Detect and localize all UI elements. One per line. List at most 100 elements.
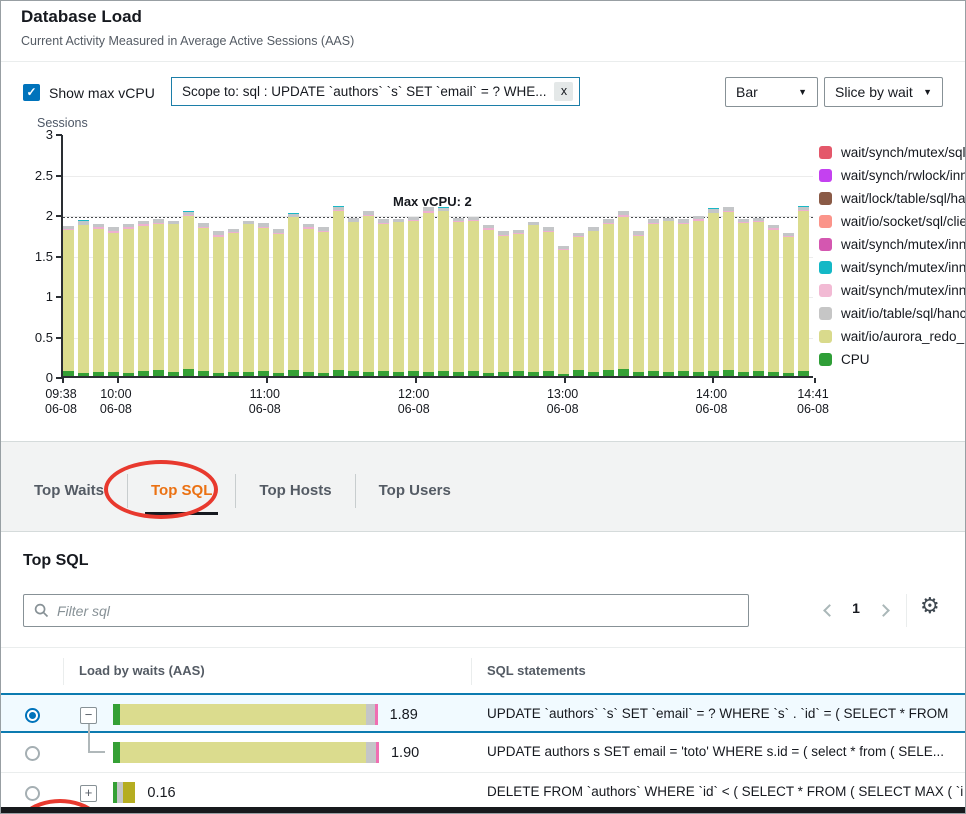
- chart-bar[interactable]: [618, 211, 630, 376]
- chart-bar[interactable]: [708, 208, 720, 376]
- tab-label: Top SQL: [151, 482, 213, 499]
- chart-bar[interactable]: [573, 233, 585, 376]
- scope-remove-icon[interactable]: x: [554, 82, 574, 101]
- chart-bar[interactable]: [108, 227, 120, 376]
- load-segment-cpu: [113, 782, 118, 803]
- chart-bar[interactable]: [558, 245, 570, 376]
- chart-bar[interactable]: [138, 220, 150, 376]
- tab-top-waits[interactable]: Top Waits: [11, 470, 127, 512]
- chart-bar[interactable]: [333, 205, 345, 376]
- row-radio-button[interactable]: [25, 708, 40, 723]
- chart-bar[interactable]: [423, 207, 435, 376]
- top-sql-table: Load by waits (AAS) SQL statements − 1.89…: [1, 647, 965, 813]
- x-tick-label: 14:41 06-08: [797, 387, 829, 416]
- legend-item[interactable]: wait/synch/mutex/inn: [819, 256, 965, 279]
- previous-page-icon[interactable]: [823, 604, 836, 617]
- chart-bar[interactable]: [288, 212, 300, 376]
- chart-bar[interactable]: [528, 221, 540, 376]
- chart-bar[interactable]: [723, 206, 735, 377]
- tab-top-sql[interactable]: Top SQL: [128, 470, 235, 515]
- page-number[interactable]: 1: [852, 600, 860, 616]
- slice-by-dropdown[interactable]: Slice by wait ▼: [824, 77, 943, 107]
- chart-bar[interactable]: [318, 227, 330, 376]
- chart-type-dropdown[interactable]: Bar ▼: [725, 77, 818, 107]
- chart-bar[interactable]: [153, 219, 165, 376]
- chart-bar[interactable]: [603, 219, 615, 376]
- x-tick-label: 12:00 06-08: [397, 387, 430, 416]
- chart-bar[interactable]: [693, 216, 705, 376]
- next-page-icon[interactable]: [877, 604, 890, 617]
- legend-item[interactable]: CPU: [819, 348, 965, 371]
- y-tick-label: 0: [45, 370, 53, 385]
- chart-bar[interactable]: [513, 229, 525, 376]
- x-tick-label: 13:00 06-08: [546, 387, 579, 416]
- chart-bar[interactable]: [258, 223, 270, 376]
- chart-bar[interactable]: [363, 210, 375, 376]
- row-radio-button[interactable]: [25, 746, 40, 761]
- legend-item[interactable]: wait/synch/mutex/inn: [819, 279, 965, 302]
- chart-bar[interactable]: [393, 218, 405, 376]
- chart-bar[interactable]: [633, 231, 645, 376]
- chart-bar[interactable]: [378, 219, 390, 376]
- chart-bar[interactable]: [213, 231, 225, 376]
- chart-bar[interactable]: [753, 217, 765, 376]
- tab-label: Top Waits: [34, 482, 104, 499]
- legend-swatch-icon: [819, 261, 832, 274]
- load-value: 1.89: [389, 706, 418, 723]
- x-tick: [116, 378, 119, 383]
- chevron-down-icon: ▼: [798, 87, 807, 97]
- tab-top-hosts[interactable]: Top Hosts: [236, 470, 354, 512]
- tab-strip: Top Waits Top SQL Top Hosts Top Users: [1, 442, 965, 531]
- chart-bar[interactable]: [588, 227, 600, 376]
- chart-bar[interactable]: [678, 219, 690, 376]
- legend-item[interactable]: wait/lock/table/sql/ha: [819, 187, 965, 210]
- chart-bar[interactable]: [543, 227, 555, 376]
- chart-bar[interactable]: [348, 217, 360, 376]
- chart-bar[interactable]: [783, 233, 795, 376]
- legend-item[interactable]: wait/io/aurora_redo_lo: [819, 325, 965, 348]
- chart-bar[interactable]: [738, 218, 750, 376]
- chart-bar[interactable]: [408, 216, 420, 376]
- chart-bar[interactable]: [483, 224, 495, 376]
- load-segment-cpu: [113, 742, 120, 763]
- chart-bar[interactable]: [768, 224, 780, 376]
- row-radio-button[interactable]: [25, 786, 40, 801]
- legend-item[interactable]: wait/synch/rwlock/inn: [819, 164, 965, 187]
- legend-item[interactable]: wait/synch/mutex/sql/: [819, 141, 965, 164]
- expand-icon[interactable]: +: [80, 785, 97, 802]
- chart-bar[interactable]: [498, 231, 510, 376]
- legend-item[interactable]: wait/io/socket/sql/clie: [819, 210, 965, 233]
- tab-top-users[interactable]: Top Users: [356, 470, 474, 512]
- chart-bar[interactable]: [63, 225, 75, 376]
- show-max-vcpu-checkbox[interactable]: ✓: [23, 84, 40, 101]
- legend-item[interactable]: wait/io/table/sql/hanc: [819, 302, 965, 325]
- chart-bar[interactable]: [648, 219, 660, 376]
- chart-bar[interactable]: [453, 217, 465, 376]
- gear-icon[interactable]: ⚙: [920, 593, 940, 618]
- chart-bar[interactable]: [198, 223, 210, 376]
- filter-sql-input[interactable]: [57, 602, 738, 619]
- column-header-load: Load by waits (AAS): [79, 663, 205, 678]
- legend-item[interactable]: wait/synch/mutex/inn: [819, 233, 965, 256]
- table-row: 1.90 UPDATE authors s SET email = 'toto' …: [1, 720, 965, 773]
- collapse-icon[interactable]: −: [80, 707, 97, 724]
- chart-bar[interactable]: [78, 220, 90, 376]
- chart-bar[interactable]: [93, 224, 105, 376]
- chart-bar[interactable]: [663, 217, 675, 376]
- chart-bar[interactable]: [438, 206, 450, 377]
- y-tick: [56, 174, 62, 177]
- sql-statement-link[interactable]: UPDATE authors s SET email = 'toto' WHER…: [487, 744, 945, 759]
- sql-statement-link[interactable]: DELETE FROM `authors` WHERE `id` < ( SEL…: [487, 784, 963, 799]
- chart-bar[interactable]: [303, 224, 315, 376]
- chart-bar[interactable]: [228, 229, 240, 376]
- chart-bar[interactable]: [468, 216, 480, 376]
- chart-bar[interactable]: [243, 220, 255, 376]
- chart-bar[interactable]: [123, 224, 135, 376]
- y-tick: [56, 134, 62, 136]
- chart-bar[interactable]: [168, 220, 180, 376]
- x-tick: [814, 378, 816, 383]
- chart-bar[interactable]: [183, 210, 195, 376]
- chart-bar[interactable]: [798, 205, 810, 376]
- chart-bar[interactable]: [273, 229, 285, 376]
- sql-statement-link[interactable]: UPDATE `authors` `s` SET `email` = ? WHE…: [487, 706, 949, 721]
